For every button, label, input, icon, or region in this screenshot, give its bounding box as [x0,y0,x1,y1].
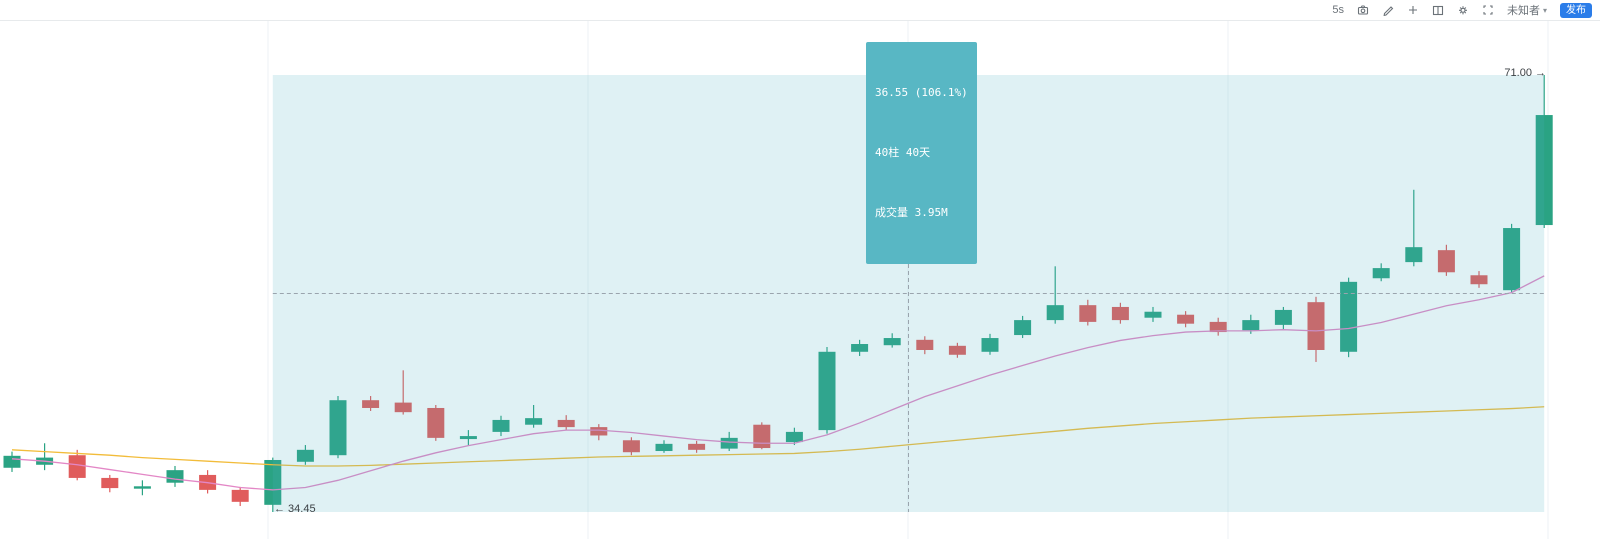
candle-body [785,431,803,443]
user-label: 未知者 [1506,5,1540,17]
candle-body [818,351,836,431]
candle-body [916,339,934,350]
candle-body [1144,311,1162,318]
candle-body [883,338,901,346]
candle-body [1209,321,1227,333]
measure-change: 36.55 (106.1%) [875,86,968,99]
measure-tooltip: 36.55 (106.1%) 40柱 40天 成交量 3.95M [866,42,977,264]
candle-body [166,470,184,483]
fullscreen-icon[interactable] [1482,4,1494,16]
candle-body [590,427,608,436]
chevron-down-icon: ▾ [1542,5,1547,15]
interval-label: 5s [1332,4,1344,16]
candle-body [1079,305,1097,322]
candle-body [1046,305,1064,321]
candle-body [101,477,119,489]
candles-layer [3,75,1553,512]
candle-body [720,437,738,449]
chart-toolbar: 5s [0,0,1600,21]
candle-body [557,419,575,428]
candle-body [1177,314,1195,324]
candle-body [427,407,445,438]
candle-body [948,345,966,355]
candle-body [1307,302,1325,350]
candle-body [1437,250,1455,273]
interval-button[interactable]: 5s [1332,4,1344,16]
candle-body [1242,320,1260,331]
measure-volume: 成交量 3.95M [875,206,948,219]
candle-body [3,455,21,468]
candle-body [1274,309,1292,325]
candle-body [622,440,640,453]
candle-body [1503,228,1521,291]
pencil-icon[interactable] [1382,4,1394,16]
camera-icon[interactable] [1357,4,1369,16]
candle-body [1405,247,1423,263]
candle-body [296,449,314,462]
candle-body [981,338,999,352]
candle-body [1014,320,1032,336]
candle-body [68,455,86,478]
candle-body [459,436,477,440]
candle-body [362,400,380,408]
candle-body [1372,268,1390,279]
candle-body [655,443,673,452]
candle-body [1535,115,1553,226]
measure-high-label: 71.00 → [1504,67,1546,79]
measure-bars: 40柱 40天 [875,146,931,159]
ma-fast-line [11,275,1545,491]
candle-body [492,419,510,432]
plus-icon[interactable] [1407,4,1419,16]
gear-icon[interactable] [1457,4,1469,16]
measure-low-label: ← 34.45 [274,503,316,515]
layout-icon[interactable] [1432,4,1444,16]
ma-slow-line [11,406,1545,467]
candle-body [753,424,771,449]
user-menu[interactable]: 未知者 ▾ [1507,2,1547,18]
candle-body [525,418,543,425]
candle-body [1340,281,1358,352]
candle-body [329,400,347,456]
candle-body [264,459,282,505]
publish-button[interactable]: 发布 [1560,2,1592,18]
candle-body [133,486,151,489]
candle-body [1470,275,1488,285]
candle-body [394,402,412,413]
candle-body [1111,306,1129,321]
candle-body [231,489,249,502]
candle-body [688,443,706,450]
candle-body [851,344,869,352]
